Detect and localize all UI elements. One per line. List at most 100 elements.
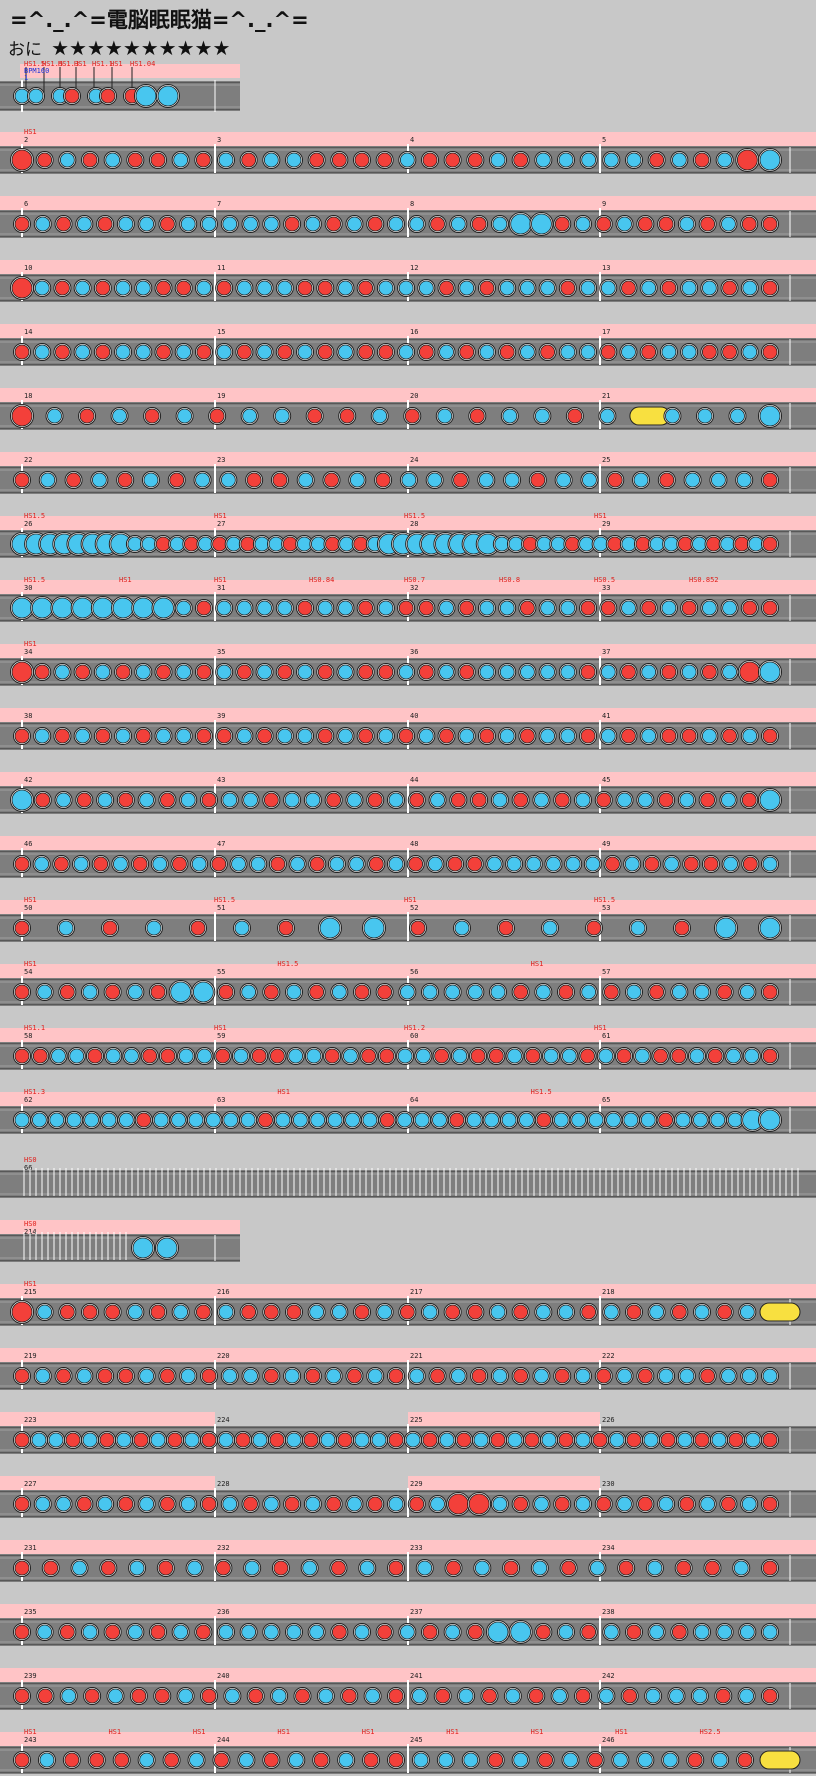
measure-number: 244 <box>217 1736 230 1744</box>
ka-note <box>226 536 242 552</box>
ka-note <box>180 792 196 808</box>
measure-number: 218 <box>602 1288 615 1296</box>
ka-note <box>613 1752 628 1768</box>
don-note <box>258 1112 273 1128</box>
ka-note <box>362 1112 378 1128</box>
don-note <box>367 792 383 808</box>
ka-note <box>297 664 313 680</box>
don-note <box>263 1752 279 1768</box>
ka-note <box>284 792 300 808</box>
speed-change-label: HS1 <box>362 1728 375 1736</box>
don-note <box>658 1112 674 1128</box>
don-note <box>354 152 370 168</box>
don-note <box>76 1496 92 1512</box>
ka-note <box>588 1112 604 1128</box>
don-note <box>56 1368 71 1384</box>
measure-number: 245 <box>410 1736 423 1744</box>
ka-note <box>305 1496 321 1512</box>
speed-change-label: HS1.5 <box>404 512 425 520</box>
ka-note <box>581 984 597 1000</box>
ka-note <box>730 408 745 424</box>
don-note <box>469 408 485 424</box>
ka-note <box>694 1624 710 1640</box>
don-note <box>190 920 206 936</box>
don-note <box>742 600 758 616</box>
ka-note <box>188 1112 204 1128</box>
measure-number: 62 <box>24 1096 32 1104</box>
measure-number: 221 <box>410 1352 423 1360</box>
don-note <box>358 344 374 360</box>
ka-note <box>274 408 290 424</box>
don-note <box>616 1048 632 1064</box>
ka-note <box>306 1048 322 1064</box>
measure-number: 55 <box>217 968 225 976</box>
ka-note <box>560 728 576 744</box>
don-note <box>243 1496 258 1512</box>
don-note <box>89 1752 105 1768</box>
ka-note <box>722 600 737 616</box>
ka-note <box>600 280 616 296</box>
measure-number: 216 <box>217 1288 230 1296</box>
ka-note <box>243 216 258 232</box>
big-ka-note <box>759 1109 781 1131</box>
don-note <box>313 1752 329 1768</box>
ka-note <box>550 536 566 552</box>
measure-number: 22 <box>24 456 32 464</box>
big-ka-note <box>759 789 781 811</box>
ka-note <box>701 280 717 296</box>
ka-note <box>450 1368 466 1384</box>
ka-note <box>372 408 388 424</box>
ka-note <box>490 984 506 1000</box>
ka-note <box>499 600 515 616</box>
measure-number: 239 <box>24 1672 37 1680</box>
ka-note <box>450 216 466 232</box>
ka-note <box>302 1560 318 1576</box>
don-note <box>93 856 109 872</box>
don-note <box>118 792 134 808</box>
ka-note <box>127 984 143 1000</box>
ka-note <box>178 1688 194 1704</box>
don-note <box>513 1368 529 1384</box>
scroll-speed-band <box>0 1348 816 1362</box>
big-ka-note <box>112 597 134 619</box>
ka-note <box>744 1048 760 1064</box>
ka-note <box>297 344 313 360</box>
ka-note <box>739 1304 755 1320</box>
don-note <box>270 1048 285 1064</box>
ka-note <box>575 216 591 232</box>
ka-note <box>173 1304 189 1320</box>
don-note <box>467 856 483 872</box>
ka-note <box>581 152 597 168</box>
measure-number: 234 <box>602 1544 615 1552</box>
ka-note <box>35 1368 51 1384</box>
ka-note <box>593 536 609 552</box>
don-note <box>482 1688 497 1704</box>
don-note <box>59 1304 75 1320</box>
speed-change-label: HS1 <box>446 1728 459 1736</box>
don-note <box>637 216 653 232</box>
ka-note <box>76 216 92 232</box>
don-note <box>160 1048 176 1064</box>
ka-note <box>519 1112 534 1128</box>
ka-note <box>609 1432 625 1448</box>
speed-change-label: HS0.8 <box>499 576 520 584</box>
don-note <box>236 344 252 360</box>
ka-note <box>692 536 707 552</box>
don-note <box>14 1752 30 1768</box>
scroll-speed-band <box>0 836 816 850</box>
don-note <box>558 984 574 1000</box>
don-note <box>418 664 434 680</box>
don-note <box>637 1368 653 1384</box>
measure-number: 49 <box>602 840 610 848</box>
ka-note <box>91 472 107 488</box>
ka-note <box>329 856 345 872</box>
don-note <box>358 600 374 616</box>
ka-note <box>541 1432 557 1448</box>
measure-number: 43 <box>217 776 225 784</box>
speed-change-label: HS1 <box>531 1728 544 1736</box>
ka-note <box>726 1048 741 1064</box>
ka-note <box>532 1560 548 1576</box>
measure-number: 23 <box>217 456 225 464</box>
measure-number: 17 <box>602 328 610 336</box>
don-note <box>272 472 288 488</box>
